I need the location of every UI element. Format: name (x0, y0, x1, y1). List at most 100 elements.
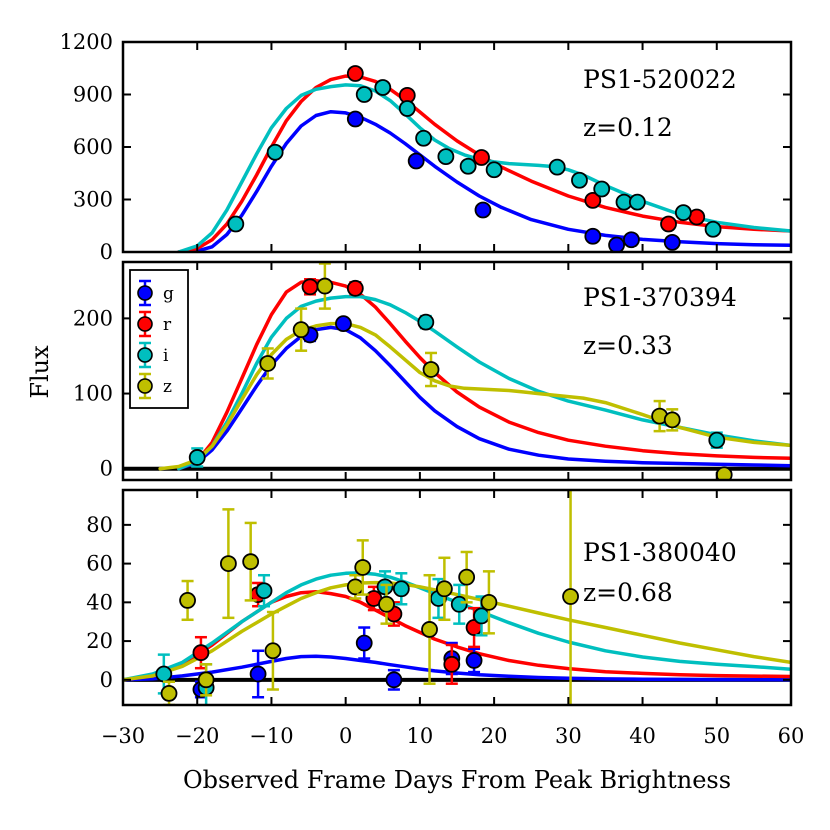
data-point-g (355, 634, 373, 652)
model-curve-z (158, 321, 791, 471)
data-point-r (346, 279, 364, 297)
data-point-z (179, 592, 196, 609)
y-tick-label: 200 (73, 306, 113, 330)
x-tick-label: 0 (339, 724, 352, 748)
data-point-i (417, 313, 435, 331)
data-point-i (437, 148, 455, 166)
data-point-r (346, 65, 364, 82)
model-curve-g (184, 109, 791, 252)
x-tick-label: 60 (778, 724, 805, 748)
data-point-r (192, 644, 210, 662)
y-tick-label: 0 (100, 668, 113, 692)
data-point-z (160, 684, 178, 702)
panel-frame (121, 260, 793, 482)
data-point-g (474, 201, 492, 219)
y-tick-label: 0 (100, 240, 113, 264)
legend-marker-i (137, 347, 153, 363)
data-point-z (480, 593, 498, 611)
y-tick-label: 100 (73, 382, 113, 406)
x-tick-label: 50 (703, 724, 730, 748)
data-point-i (415, 129, 433, 147)
data-point-g (346, 110, 364, 128)
y-tick-label: 60 (86, 552, 113, 576)
data-point-i (485, 161, 503, 179)
data-point-z (316, 277, 334, 295)
data-point-i (374, 79, 392, 96)
legend-marker-z (137, 378, 153, 394)
legend-label-r: r (163, 315, 172, 335)
data-point-r (301, 278, 319, 296)
data-point-i (548, 158, 566, 176)
y-axis-label: Flux (26, 345, 54, 399)
object-name-label: PS1-520022 (583, 65, 737, 94)
data-point-z (292, 321, 310, 339)
data-point-g (465, 652, 483, 669)
y-tick-label: 600 (73, 135, 113, 159)
data-point-z (435, 580, 453, 598)
data-point-i (155, 665, 173, 683)
y-tick-label: 300 (73, 188, 113, 212)
panel-plot-area (176, 65, 791, 252)
panel-frame (121, 488, 793, 707)
data-point-z (663, 411, 681, 429)
x-tick-label: 40 (629, 724, 656, 748)
x-tick-label: −30 (101, 724, 145, 748)
legend-marker-g (137, 285, 153, 301)
y-tick-label: 40 (86, 590, 113, 614)
data-point-z (197, 671, 215, 689)
data-point-i (473, 607, 490, 625)
data-point-g (335, 315, 352, 333)
legend-marker-r (137, 316, 153, 332)
y-tick-label: 900 (73, 83, 113, 107)
redshift-label: z=0.68 (583, 578, 673, 607)
data-point-i (266, 143, 284, 161)
redshift-label: z=0.33 (583, 331, 673, 360)
data-point-i (704, 220, 722, 238)
data-point-z (378, 595, 395, 613)
model-curve-r (176, 279, 791, 471)
data-point-i (708, 431, 726, 449)
data-point-z (562, 588, 579, 605)
legend-label-i: i (163, 346, 169, 366)
x-axis-label: Observed Frame Days From Peak Brightness (183, 766, 731, 794)
data-point-i (674, 204, 692, 222)
data-point-i (227, 215, 245, 233)
x-tick-label: 20 (481, 724, 508, 748)
legend-label-z: z (163, 377, 172, 397)
panel-plot-area (123, 490, 791, 705)
y-tick-label: 1200 (60, 30, 113, 54)
y-tick-label: 20 (86, 629, 113, 653)
data-point-i (459, 157, 477, 175)
data-point-i (571, 171, 588, 189)
panel-plot-area (158, 262, 791, 480)
x-tick-label: −20 (175, 724, 219, 748)
data-point-z (219, 555, 237, 573)
model-curve-i (123, 571, 791, 682)
x-tick-label: 10 (407, 724, 434, 748)
data-point-g (407, 152, 425, 170)
data-point-i (355, 86, 373, 103)
data-point-g (249, 665, 267, 683)
object-name-label: PS1-380040 (583, 538, 737, 567)
data-point-g (584, 227, 602, 245)
redshift-label: z=0.12 (583, 113, 673, 142)
data-point-z (458, 568, 476, 586)
data-point-z (421, 621, 438, 638)
data-point-i (593, 180, 611, 198)
data-point-z (354, 559, 372, 576)
object-name-label: PS1-370394 (583, 283, 737, 312)
data-point-g (385, 671, 403, 689)
model-curve-i (176, 294, 791, 471)
x-tick-label: 30 (555, 724, 582, 748)
data-point-i (450, 595, 468, 613)
data-point-r (443, 655, 461, 673)
data-point-z (242, 553, 260, 571)
data-point-z (259, 355, 277, 372)
data-point-i (255, 582, 273, 600)
data-point-z (264, 642, 282, 660)
legend-label-g: g (163, 284, 174, 304)
data-point-g (608, 236, 625, 252)
y-tick-label: 80 (86, 513, 113, 537)
